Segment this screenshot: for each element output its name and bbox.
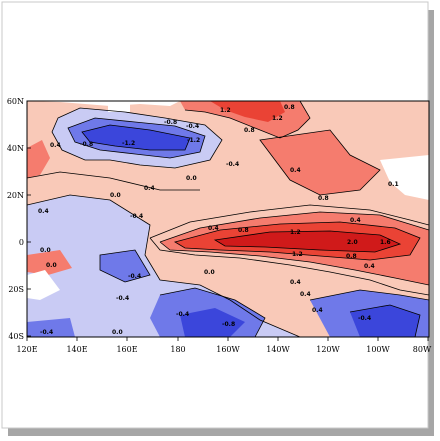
warm-patch-west-edge [27,140,50,178]
contour-label: -0.8 [222,321,235,328]
contour-label: 0.0 [110,192,121,199]
contour-label: 1.2 [292,251,303,258]
lon-tick-label: 160W [216,345,240,354]
lon-tick-label: 140W [266,345,290,354]
contour-label: 0.4 [38,208,49,215]
latitude-axis: 60N 40N 20N 0 20S 40S [7,97,31,341]
contour-label: -0.4 [128,273,141,280]
lat-tick-label: 40S [8,332,24,341]
cool-core-northwest [82,125,190,150]
contour-label: -0.8 [164,119,177,126]
contour-label: -0.4 [176,311,189,318]
lat-tick-label: 40N [7,144,24,153]
lon-tick-label: 120W [316,345,340,354]
contour-label: 0.4 [312,307,323,314]
contour-label: 0.4 [300,291,311,298]
lon-tick-label: 80W [413,345,432,354]
contour-label: 0.8 [318,195,329,202]
land-kamchatka [108,101,130,112]
contour-label: 0.4 [290,279,301,286]
contour-label: -1.2 [122,140,135,147]
contour-label: 0.0 [186,175,197,182]
contour-label: 0.0 [204,269,215,276]
longitude-axis: 120E 140E 160E 180 160W 140W 120W 100W 8… [16,337,432,354]
lon-tick-label: 140E [66,345,87,354]
cool-core-south [180,308,245,337]
contour-label: -0.4 [40,329,53,336]
lon-tick-label: 100W [366,345,390,354]
map-plot-area: 1.2 0.8 0.8 1.2 0.4 -0.8 -0.4 -1.2 -1.2 … [27,101,429,337]
lon-tick-label: 160E [116,345,137,354]
lon-tick-label: 120E [16,345,37,354]
contour-label: 0.8 [346,253,357,260]
lon-tick-label: 180 [170,345,185,354]
contour-label: 1.2 [220,107,231,114]
land-north [27,101,180,106]
warm-core-north-pacific [210,101,285,122]
contour-label: 0.4 [144,185,155,192]
contour-label: 0.8 [244,127,255,134]
warm-patch-indonesia [27,250,72,275]
contour-label: 1.2 [290,229,301,236]
contour-label: -0.8 [80,141,93,148]
contour-label: 0.1 [388,181,399,188]
contour-label: -0.4 [186,123,199,130]
contour-label: -0.4 [116,295,129,302]
warm-patch-northeast [260,130,380,195]
lat-tick-label: 20S [8,285,24,294]
contour-label: 0.4 [290,167,301,174]
cool-core-southeast [350,305,420,337]
land-north-america [380,155,429,200]
contour-label: 0.4 [208,225,219,232]
contour-label: -1.2 [187,137,200,144]
contour-label: 1.6 [380,239,391,246]
contour-label: 2.0 [347,239,358,246]
contour-lines [27,101,429,337]
lat-tick-label: 20N [7,191,24,200]
lat-tick-label: 60N [7,97,24,106]
contour-label: 0.8 [284,104,295,111]
contour-label: 1.2 [272,115,283,122]
contour-label: 0.8 [238,227,249,234]
lat-tick-label: 0 [19,238,24,247]
contour-label: -0.4 [226,161,239,168]
contour-label: 0.0 [46,262,57,269]
cool-patch-west [100,250,150,282]
contour-label-group: 1.2 0.8 0.8 1.2 0.4 -0.8 -0.4 -1.2 -1.2 … [38,104,399,336]
contour-label: 0.4 [50,142,61,149]
contour-label: 0.0 [112,329,123,336]
contour-label: -0.4 [358,315,371,322]
contour-label: 0.4 [350,217,361,224]
land-australia-north [27,270,60,300]
cool-patch-southwest-corner [27,318,75,337]
contour-label: 0.4 [364,263,375,270]
contour-label: -0.4 [130,213,143,220]
contour-label: 0.0 [40,247,51,254]
